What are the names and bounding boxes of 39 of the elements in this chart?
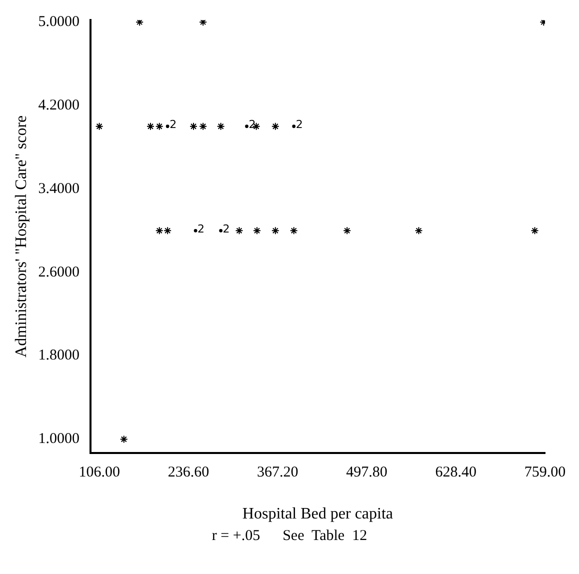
x-tick-label: 367.20: [256, 464, 298, 481]
text: r = +.05 See Table 12: [210, 528, 368, 545]
annotation: 2: [222, 222, 230, 236]
point: [343, 226, 352, 235]
annotation: 2: [198, 222, 205, 236]
y-axis-title: Administrators' "Hospital Care" score: [12, 115, 30, 358]
x-tick-label: 236.60: [168, 464, 210, 481]
point: [136, 20, 144, 26]
annotation: 2: [296, 118, 303, 132]
point: [155, 226, 164, 235]
point: [271, 122, 280, 130]
point: [290, 226, 298, 235]
point: [155, 122, 164, 130]
point: [199, 122, 208, 130]
y-tick-label: 4.2000: [38, 97, 80, 114]
point: [146, 122, 155, 130]
y-tick-label: 2.6000: [38, 264, 80, 280]
y-tick-label: 5.0000: [38, 14, 80, 30]
point: [530, 226, 539, 235]
x-tick-label: 497.80: [346, 464, 388, 481]
point: [271, 226, 280, 235]
y-tick-label: 3.4000: [38, 180, 80, 197]
point: [216, 122, 225, 130]
point: [190, 122, 198, 130]
y-tick-label: 1.0000: [38, 431, 80, 448]
point: [414, 226, 423, 235]
point: [199, 20, 208, 26]
point: [120, 435, 128, 444]
x-tick-label: 759.00: [524, 464, 566, 481]
x-tick-label: 628.40: [435, 464, 476, 481]
x-tick-label: 106.00: [78, 464, 120, 481]
point: [95, 122, 104, 130]
annotation: 2: [170, 118, 177, 132]
point: [235, 226, 244, 235]
annotation: 2: [248, 118, 256, 132]
x-axis-title: Hospital Bed per capita: [242, 506, 394, 523]
y-tick-label: 1.8000: [38, 348, 80, 364]
point: [164, 226, 172, 235]
point: [252, 226, 261, 235]
